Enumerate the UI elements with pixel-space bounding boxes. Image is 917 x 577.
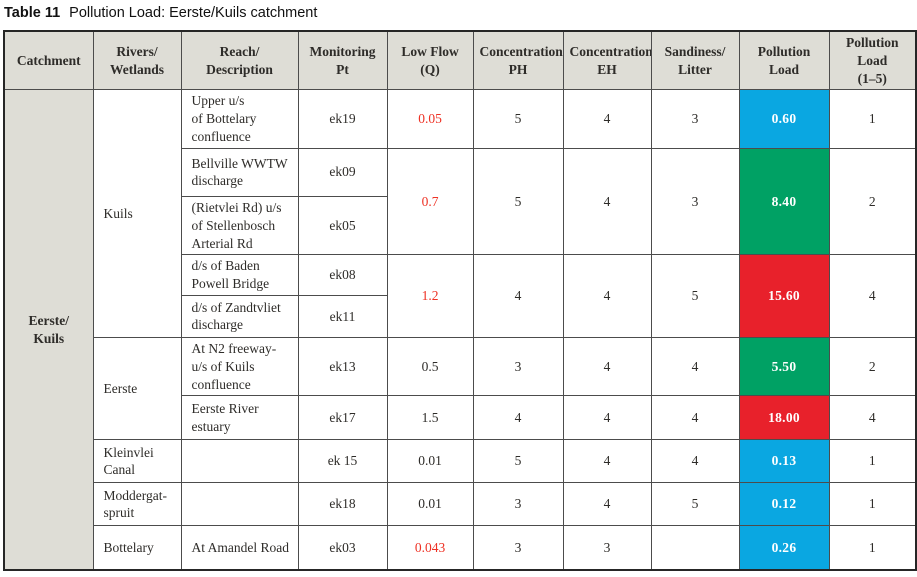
cell-river-kleinvlei: Kleinvlei Canal [92, 439, 182, 484]
cell-reach [180, 482, 299, 527]
cell-concentration-eh: 4 [562, 147, 652, 256]
cell-reach: d/s of Zandtvliet discharge [180, 294, 299, 338]
cell-sandiness: 5 [650, 254, 740, 338]
cell-sandiness: 4 [650, 395, 740, 441]
cell-low-flow: 0.01 [386, 482, 474, 527]
cell-monitoring-pt: ek08 [297, 254, 388, 296]
cell-load-score: 4 [828, 254, 917, 338]
cell-concentration-eh: 4 [562, 336, 652, 397]
cell-reach: d/s of Baden Powell Bridge [180, 254, 299, 296]
cell-concentration-eh: 4 [562, 254, 652, 338]
cell-sandiness: 4 [650, 336, 740, 397]
cell-load-score: 1 [828, 482, 917, 527]
cell-sandiness: 3 [650, 89, 740, 149]
cell-monitoring-pt: ek11 [297, 294, 388, 338]
table-row: (Rietvlei Rd) u/s of Stellenbosch Arteri… [4, 195, 916, 256]
table-row: Eerste River estuary ek17 1.5 4 4 4 18.0… [4, 395, 917, 441]
cell-monitoring-pt: ek 15 [297, 439, 388, 484]
col-header-pollution-load-scale: Pollution Load (1–5) [828, 30, 917, 91]
cell-sandiness: 5 [650, 482, 740, 527]
cell-low-flow: 0.01 [386, 439, 474, 484]
pollution-load-table: Catchment Rivers/ Wetlands Reach/ Descri… [3, 30, 917, 571]
cell-monitoring-pt: ek17 [297, 395, 388, 441]
cell-monitoring-pt: ek18 [297, 482, 388, 527]
cell-concentration-ph: 3 [472, 525, 564, 571]
cell-low-flow: 0.7 [386, 147, 474, 256]
cell-concentration-eh: 4 [562, 439, 652, 484]
col-header-catchment: Catchment [3, 30, 94, 91]
col-header-concentration-eh: Concentration EH [562, 30, 652, 91]
cell-reach: At Amandel Road [180, 525, 299, 571]
cell-reach: Upper u/s of Bottelary confluence [180, 89, 299, 149]
cell-river-bottelary: Bottelary [92, 525, 182, 571]
cell-load-score: 1 [828, 525, 917, 571]
cell-pollution-load: 8.40 [738, 147, 830, 256]
table-row: Moddergat- spruit ek18 0.01 3 4 5 0.12 1 [4, 482, 917, 527]
cell-load-score: 1 [828, 89, 917, 149]
cell-concentration-eh: 4 [562, 395, 652, 441]
table-caption: Pollution Load: Eerste/Kuils catchment [69, 5, 318, 21]
cell-concentration-eh: 4 [562, 482, 652, 527]
cell-low-flow: 0.043 [386, 525, 474, 571]
cell-monitoring-pt: ek09 [297, 147, 388, 197]
cell-pollution-load: 5.50 [738, 336, 830, 397]
table-row: Eerste At N2 freeway- u/s of Kuils confl… [4, 336, 917, 441]
cell-reach: Bellville WWTW discharge [180, 147, 299, 197]
table-title: Table 11 Pollution Load: Eerste/Kuils cat… [4, 5, 317, 21]
cell-catchment: Eerste/ Kuils [3, 89, 94, 571]
cell-river-moddergatspruit: Moddergat- spruit [92, 482, 182, 527]
cell-concentration-eh: 3 [562, 525, 652, 571]
cell-concentration-ph: 4 [472, 254, 564, 338]
table-row: Bellville WWTW discharge ek09 0.7 5 4 3 … [4, 147, 917, 256]
cell-concentration-ph: 5 [472, 89, 564, 149]
cell-pollution-load: 15.60 [738, 254, 830, 338]
table-row: Kleinvlei Canal ek 15 0.01 5 4 4 0.13 1 [4, 439, 917, 484]
table-number: Table 11 [4, 5, 61, 21]
cell-monitoring-pt: ek03 [297, 525, 388, 571]
cell-concentration-ph: 3 [472, 336, 564, 397]
col-header-reach-description: Reach/ Description [180, 30, 299, 91]
cell-low-flow: 0.5 [386, 336, 474, 397]
cell-load-score: 4 [828, 395, 917, 441]
cell-load-score: 1 [828, 439, 917, 484]
cell-river-kuils: Kuils [92, 89, 182, 338]
cell-pollution-load: 0.12 [738, 482, 830, 527]
col-header-low-flow: Low Flow (Q) [386, 30, 474, 91]
header-row: Catchment Rivers/ Wetlands Reach/ Descri… [3, 30, 917, 91]
cell-monitoring-pt: ek19 [297, 89, 388, 149]
cell-low-flow: 0.05 [386, 89, 474, 149]
cell-pollution-load: 0.26 [738, 525, 830, 571]
cell-river-eerste: Eerste [92, 336, 182, 441]
cell-low-flow: 1.5 [386, 395, 474, 441]
cell-concentration-ph: 3 [472, 482, 564, 527]
cell-reach: At N2 freeway- u/s of Kuils confluence [180, 336, 299, 397]
cell-load-score: 2 [828, 147, 917, 256]
cell-reach: (Rietvlei Rd) u/s of Stellenbosch Arteri… [180, 195, 299, 256]
cell-reach [180, 439, 299, 484]
table-row: Bottelary At Amandel Road ek03 0.043 3 3… [4, 525, 917, 571]
table-row: d/s of Zandtvliet discharge ek11 [4, 294, 916, 338]
cell-sandiness [650, 525, 740, 571]
cell-reach: Eerste River estuary [180, 395, 299, 441]
cell-pollution-load: 0.13 [738, 439, 830, 484]
cell-pollution-load: 18.00 [738, 395, 830, 441]
cell-concentration-ph: 5 [472, 147, 564, 256]
cell-low-flow: 1.2 [386, 254, 474, 338]
col-header-rivers-wetlands: Rivers/ Wetlands [92, 30, 182, 91]
col-header-concentration-ph: Concentration PH [472, 30, 564, 91]
col-header-pollution-load: Pollution Load [738, 30, 830, 91]
cell-sandiness: 3 [650, 147, 740, 256]
cell-monitoring-pt: ek05 [297, 195, 388, 256]
table-row: Eerste/ Kuils Kuils Upper u/s of Bottela… [3, 89, 917, 571]
col-header-sandiness-litter: Sandiness/ Litter [650, 30, 740, 91]
cell-load-score: 2 [828, 336, 917, 397]
cell-monitoring-pt: ek13 [297, 336, 388, 397]
cell-concentration-ph: 4 [472, 395, 564, 441]
cell-concentration-ph: 5 [472, 439, 564, 484]
col-header-monitoring-pt: Monitoring Pt [297, 30, 388, 91]
cell-pollution-load: 0.60 [738, 89, 830, 149]
cell-concentration-eh: 4 [562, 89, 652, 149]
cell-sandiness: 4 [650, 439, 740, 484]
